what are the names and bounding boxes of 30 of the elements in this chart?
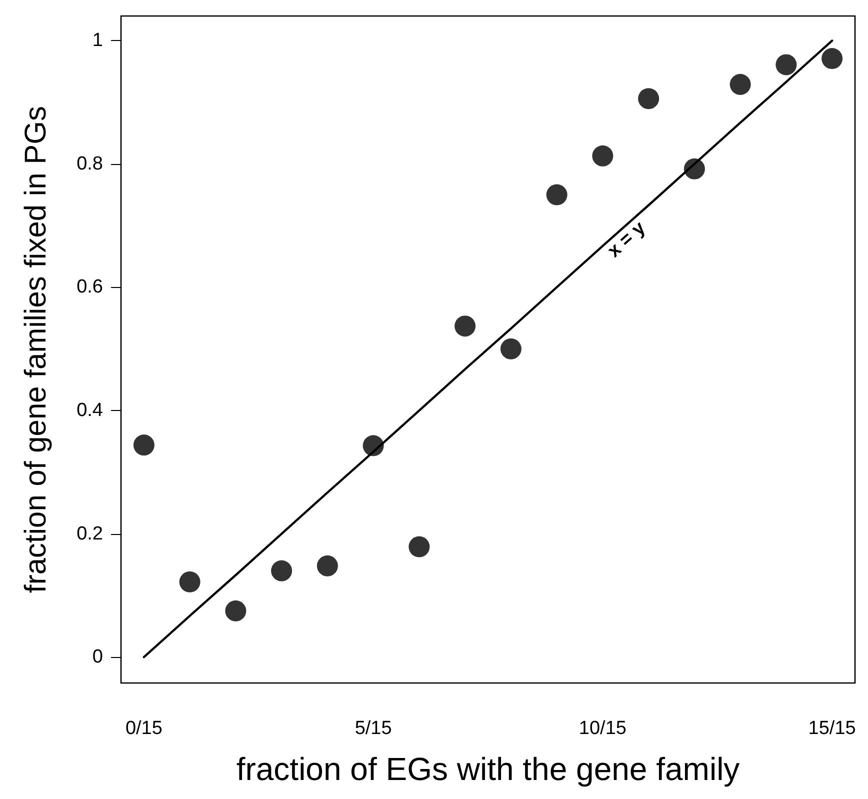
y-tick-label: 0.6: [76, 276, 103, 298]
y-axis-title: fraction of gene families fixed in PGs: [20, 106, 52, 593]
x-tick-label: 5/15: [354, 718, 392, 739]
point: [500, 338, 522, 360]
x-tick-label: 0/15: [125, 718, 162, 739]
y-tick-label: 0.8: [76, 153, 103, 174]
y-tick-label: 0.2: [76, 523, 103, 544]
point: [271, 560, 292, 582]
point: [638, 88, 660, 110]
x-tick-label: 15/15: [808, 718, 856, 739]
point: [225, 600, 246, 622]
x-axis-title: fraction of EGs with the gene family: [236, 751, 740, 787]
y-tick-label: 0: [92, 646, 103, 668]
line-series: [142, 40, 834, 658]
point: [730, 74, 751, 95]
point: [133, 434, 154, 456]
x-tick-label: 10/15: [578, 718, 626, 739]
point: [822, 48, 843, 70]
point: [546, 184, 568, 206]
point: [179, 571, 200, 592]
point: [776, 54, 797, 76]
point: [454, 316, 476, 337]
point: [592, 145, 614, 166]
point: [362, 435, 384, 456]
point: [408, 536, 430, 558]
y-tick-label: 0.4: [76, 400, 104, 422]
y-tick-label: 1: [92, 30, 103, 52]
point: [316, 555, 338, 576]
point: [684, 158, 705, 180]
annotation: x = y: [604, 217, 650, 262]
